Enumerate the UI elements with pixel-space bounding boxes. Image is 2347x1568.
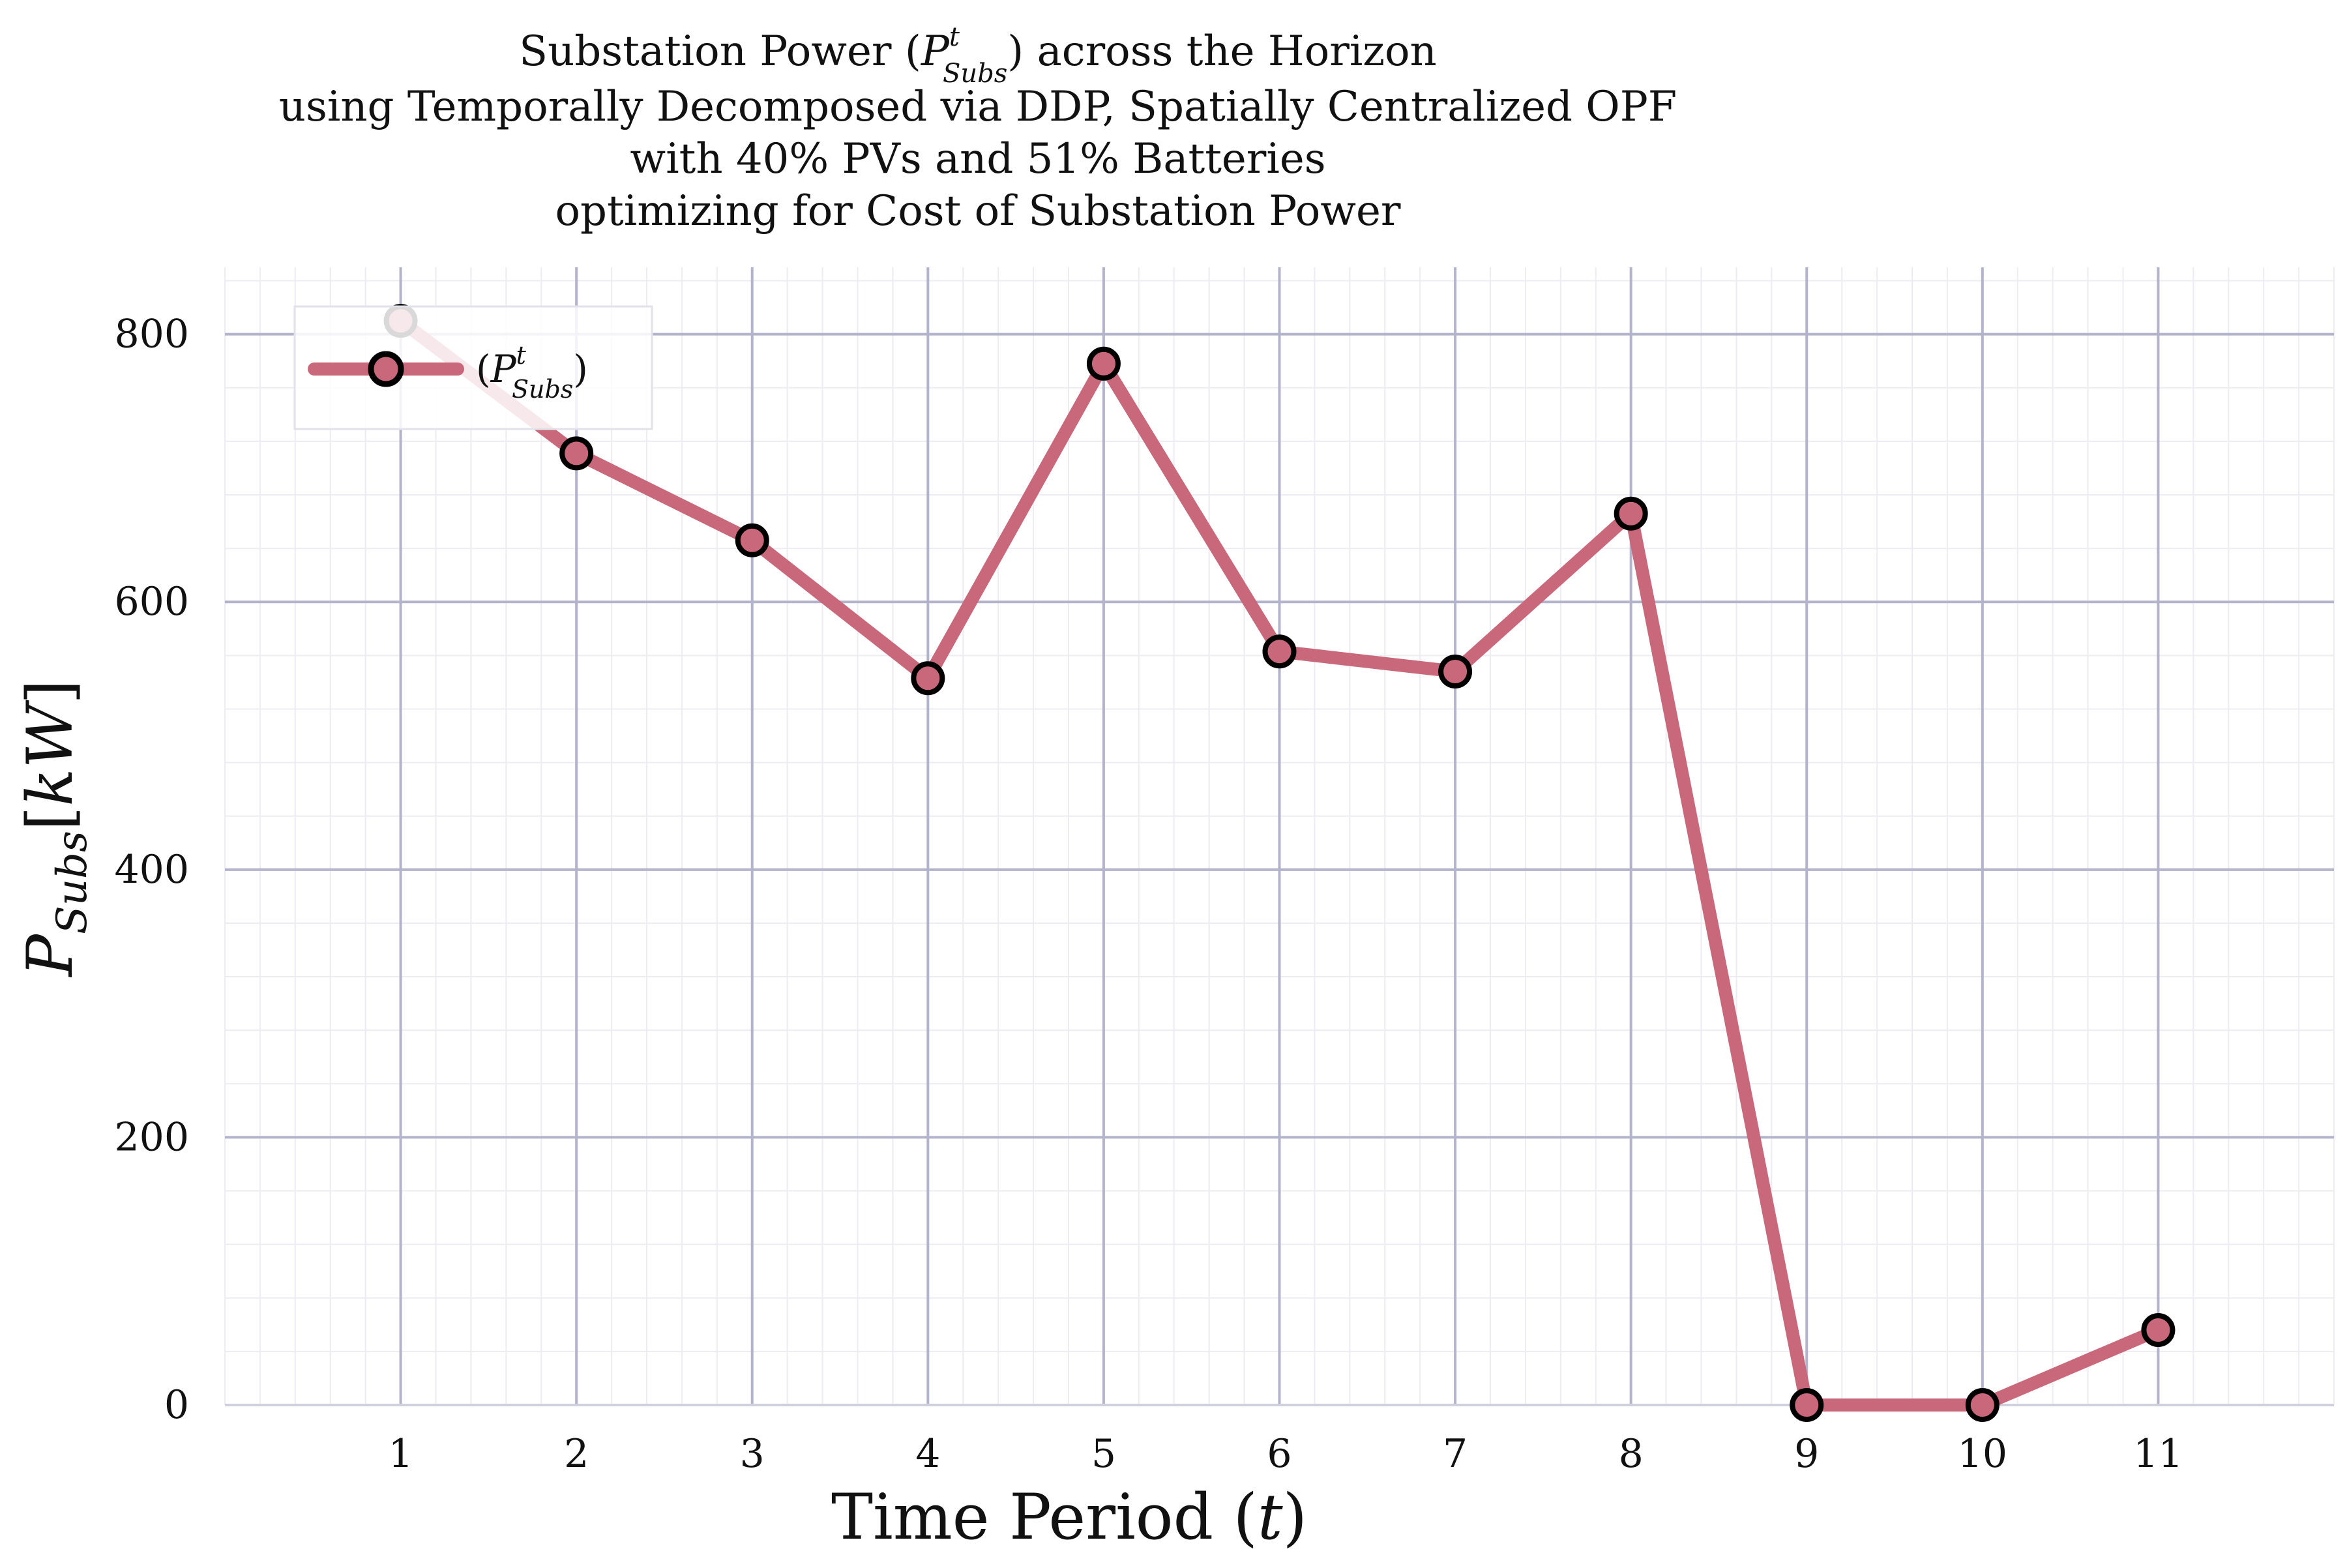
title-line-2: using Temporally Decomposed via DDP, Spa… <box>279 83 1677 131</box>
tick-labels: 1 2 3 4 5 6 7 8 9 10 11 0 200 400 600 800 <box>114 312 2183 1477</box>
x-tick-label: 10 <box>1958 1431 2007 1477</box>
y-tick-label: 600 <box>114 579 189 625</box>
y-tick-label: 800 <box>114 312 189 357</box>
data-point <box>735 523 769 557</box>
data-point <box>1438 654 1473 688</box>
data-point <box>1086 346 1121 381</box>
data-point <box>911 661 945 696</box>
x-tick-label: 4 <box>915 1431 940 1477</box>
data-point <box>1614 496 1648 531</box>
legend-marker-sample <box>368 351 404 387</box>
data-point <box>1965 1388 2000 1422</box>
x-tick-label: 9 <box>1794 1431 1819 1477</box>
x-tick-label: 7 <box>1443 1431 1468 1477</box>
x-axis-title: Time Period (t) <box>831 1481 1307 1554</box>
chart-title: Substation Power (Pt Subs) across the Hor… <box>279 22 1677 235</box>
y-tick-label: 0 <box>164 1382 189 1428</box>
y-axis-title: PSubs[kW] <box>14 679 96 977</box>
x-tick-label: 1 <box>388 1431 413 1477</box>
data-point <box>1262 634 1297 669</box>
legend-label: (Pt Subs) <box>476 341 588 404</box>
x-tick-label: 8 <box>1619 1431 1644 1477</box>
x-tick-label: 6 <box>1267 1431 1292 1477</box>
data-point <box>1790 1388 1824 1422</box>
legend: (Pt Subs) <box>293 305 653 430</box>
x-tick-label: 5 <box>1091 1431 1116 1477</box>
x-tick-label: 2 <box>564 1431 589 1477</box>
x-tick-label: 3 <box>740 1431 765 1477</box>
data-point <box>559 436 594 471</box>
title-line-3: with 40% PVs and 51% Batteries <box>630 135 1325 183</box>
data-point <box>2141 1313 2176 1348</box>
title-line-1: Substation Power (Pt Subs) across the Hor… <box>519 22 1437 89</box>
y-tick-label: 400 <box>114 847 189 893</box>
y-tick-label: 200 <box>114 1114 189 1160</box>
title-line-4: optimizing for Cost of Substation Power <box>555 187 1401 235</box>
x-tick-label: 11 <box>2133 1431 2183 1477</box>
